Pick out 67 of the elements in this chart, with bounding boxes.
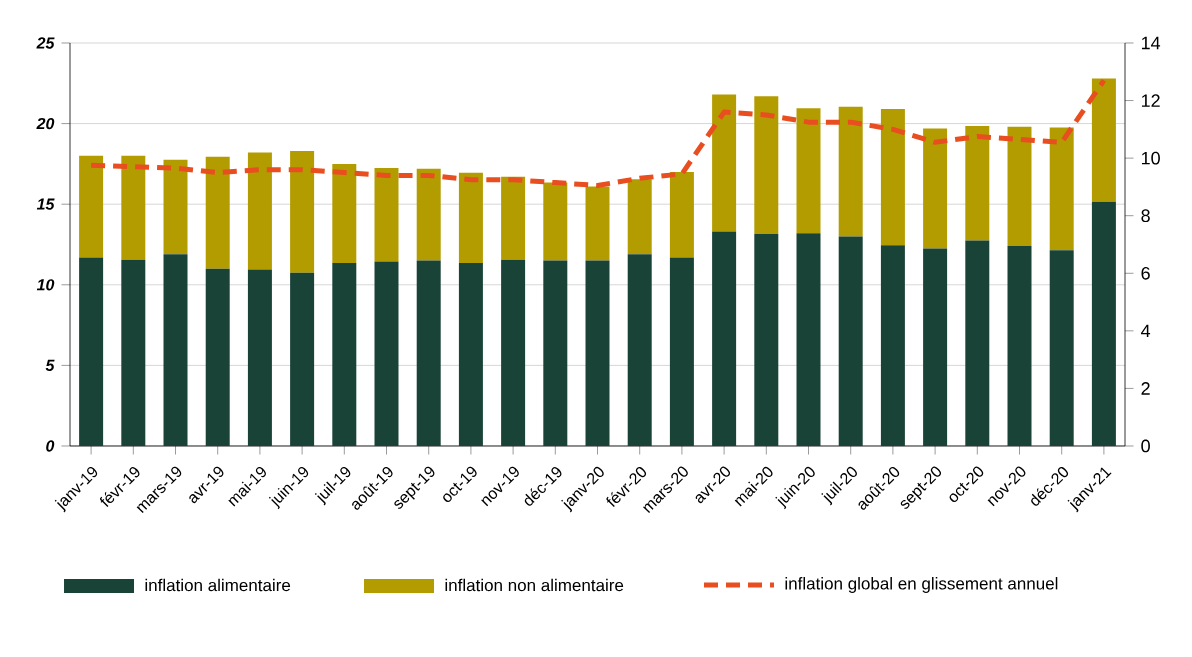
- bar: [923, 128, 948, 249]
- y2-tick-label: 0: [1141, 439, 1150, 453]
- bar: [163, 254, 188, 446]
- y2-tick-label: 6: [1141, 266, 1150, 280]
- bar: [332, 163, 357, 264]
- bar: [163, 159, 188, 255]
- y-tick-label: 0: [46, 440, 55, 452]
- bar: [247, 152, 272, 270]
- y2-tick-label: 8: [1141, 209, 1150, 223]
- bar: [543, 260, 568, 446]
- bar: [712, 94, 737, 232]
- bar: [669, 171, 694, 258]
- bar: [669, 257, 694, 446]
- y-tick-label: 5: [45, 359, 55, 371]
- bar: [627, 254, 652, 446]
- bar: [585, 260, 610, 446]
- bar: [290, 150, 315, 273]
- legend-label: inflation alimentaire: [145, 578, 291, 592]
- legend-label: inflation global en glissement annuel: [785, 577, 1058, 593]
- bar: [754, 234, 779, 446]
- bar: [712, 231, 737, 446]
- y-tick-label: 10: [36, 279, 55, 291]
- bar: [79, 155, 104, 258]
- legend-label: inflation non alimentaire: [445, 578, 624, 592]
- bar: [585, 186, 610, 261]
- bar: [247, 269, 272, 446]
- y2-tick-label: 4: [1141, 324, 1151, 338]
- bar: [543, 182, 568, 261]
- bar: [374, 261, 399, 446]
- bar: [458, 263, 483, 446]
- y2-tick-label: 12: [1141, 94, 1160, 107]
- bar: [290, 272, 315, 446]
- bar: [880, 245, 905, 446]
- bar: [754, 96, 779, 235]
- y2-tick-label: 10: [1141, 151, 1160, 165]
- bar: [501, 259, 526, 446]
- bar: [501, 176, 526, 260]
- bar: [1091, 201, 1116, 446]
- bar: [205, 156, 230, 269]
- bar: [416, 168, 441, 261]
- bar: [205, 268, 230, 446]
- bar: [796, 233, 821, 446]
- bar: [838, 106, 863, 237]
- bar: [79, 257, 104, 446]
- bar: [332, 263, 357, 446]
- bar: [1049, 127, 1074, 251]
- y2-tick-label: 2: [1141, 382, 1150, 395]
- bar: [1091, 78, 1116, 202]
- y2-tick-label: 14: [1141, 36, 1161, 50]
- bar: [1007, 126, 1032, 247]
- bar: [880, 109, 905, 246]
- bar: [416, 260, 441, 446]
- bar: [121, 155, 146, 260]
- y-tick-label: 15: [36, 198, 55, 210]
- bar: [965, 126, 990, 241]
- bar: [121, 259, 146, 446]
- bar: [458, 172, 483, 264]
- bar: [1049, 250, 1074, 446]
- bar: [923, 248, 948, 446]
- bar: [838, 236, 863, 446]
- y-tick-label: 25: [36, 37, 55, 49]
- bar: [965, 240, 990, 446]
- bar: [627, 179, 652, 255]
- y-tick-label: 20: [36, 117, 55, 130]
- bar: [1007, 246, 1032, 446]
- bar: [374, 167, 399, 262]
- bar: [796, 108, 821, 234]
